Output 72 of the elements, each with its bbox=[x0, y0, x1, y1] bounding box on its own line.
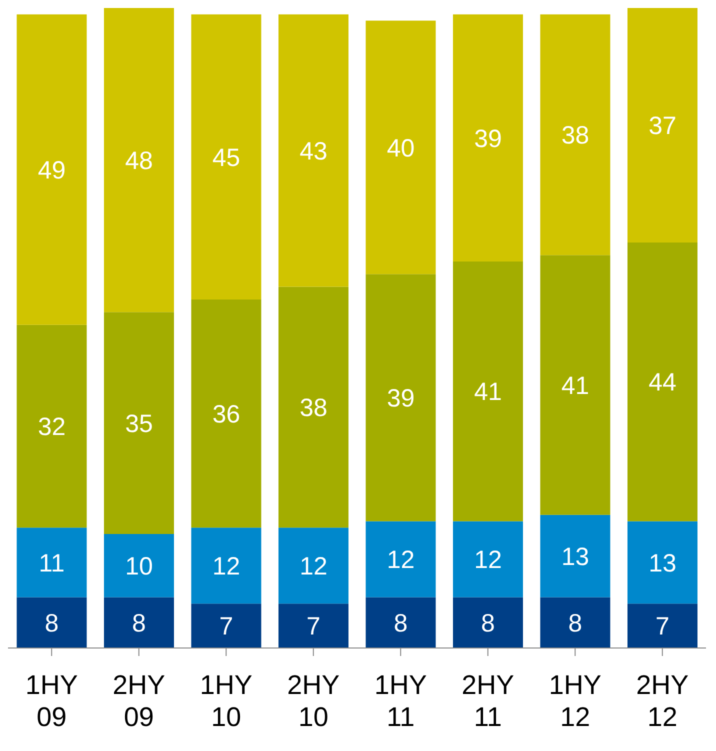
data-label: 38 bbox=[561, 122, 590, 150]
bar bbox=[191, 299, 262, 528]
x-tick-label: 2HY 09 bbox=[112, 670, 166, 732]
data-label: 12 bbox=[300, 552, 328, 580]
x-tick-label: 1HY 10 bbox=[200, 670, 252, 732]
bar bbox=[278, 604, 348, 648]
bar bbox=[278, 286, 348, 528]
bar bbox=[452, 521, 523, 598]
data-label: 13 bbox=[561, 542, 590, 571]
bar bbox=[16, 14, 87, 325]
data-label: 12 bbox=[386, 546, 415, 574]
data-label: 8 bbox=[394, 610, 408, 638]
bar bbox=[278, 14, 348, 287]
bar bbox=[540, 597, 610, 648]
bar bbox=[366, 274, 436, 522]
x-tick-label: 1HY 11 bbox=[374, 670, 427, 732]
data-label: 10 bbox=[125, 552, 153, 580]
bar bbox=[452, 597, 523, 648]
data-label: 12 bbox=[474, 546, 502, 574]
data-label: 8 bbox=[481, 610, 495, 638]
data-label: 49 bbox=[38, 156, 66, 184]
x-tick-label: 1HY 09 bbox=[25, 670, 78, 732]
bar bbox=[366, 597, 436, 648]
bar bbox=[627, 242, 698, 522]
bar bbox=[191, 604, 262, 648]
data-label: 36 bbox=[212, 400, 240, 428]
data-label: 7 bbox=[219, 612, 234, 641]
bar bbox=[452, 261, 523, 522]
data-label: 7 bbox=[306, 612, 320, 641]
data-label: 44 bbox=[648, 368, 676, 397]
bar bbox=[540, 514, 610, 598]
bar bbox=[104, 534, 174, 598]
data-label: 8 bbox=[132, 610, 146, 638]
data-label: 35 bbox=[125, 410, 153, 438]
x-tick-label: 2HY 12 bbox=[636, 670, 689, 732]
data-label: 48 bbox=[125, 146, 153, 175]
bar bbox=[452, 14, 523, 262]
data-label: 41 bbox=[474, 378, 502, 406]
bar bbox=[627, 521, 698, 604]
bar bbox=[104, 8, 174, 312]
bar bbox=[191, 14, 262, 300]
bar bbox=[366, 521, 436, 598]
data-label: 39 bbox=[474, 124, 502, 153]
bar bbox=[104, 597, 174, 648]
data-label: 38 bbox=[300, 394, 328, 422]
data-label: 37 bbox=[648, 112, 676, 140]
data-label: 45 bbox=[212, 144, 240, 172]
x-tick-label: 2HY 10 bbox=[287, 670, 340, 732]
x-tick-label: 2HY 11 bbox=[462, 670, 514, 732]
data-label: 13 bbox=[648, 549, 676, 578]
data-label: 11 bbox=[38, 549, 65, 578]
bar bbox=[191, 528, 262, 604]
data-label: 41 bbox=[561, 372, 590, 400]
data-label: 39 bbox=[386, 384, 415, 413]
bar bbox=[627, 8, 698, 242]
data-label: 8 bbox=[568, 610, 582, 638]
data-label: 12 bbox=[212, 552, 240, 580]
bar bbox=[16, 528, 87, 598]
bar bbox=[540, 255, 610, 515]
x-tick-label: 1HY 12 bbox=[548, 670, 602, 732]
data-label: 7 bbox=[656, 612, 670, 641]
bar bbox=[16, 597, 87, 648]
data-label: 40 bbox=[386, 134, 415, 162]
bar bbox=[278, 528, 348, 604]
data-label: 8 bbox=[44, 610, 59, 638]
data-label: 43 bbox=[300, 137, 328, 166]
bar bbox=[540, 14, 610, 256]
bar bbox=[366, 20, 436, 274]
bar bbox=[627, 604, 698, 648]
bar bbox=[104, 312, 174, 534]
bar bbox=[16, 324, 87, 528]
data-label: 32 bbox=[38, 413, 66, 442]
